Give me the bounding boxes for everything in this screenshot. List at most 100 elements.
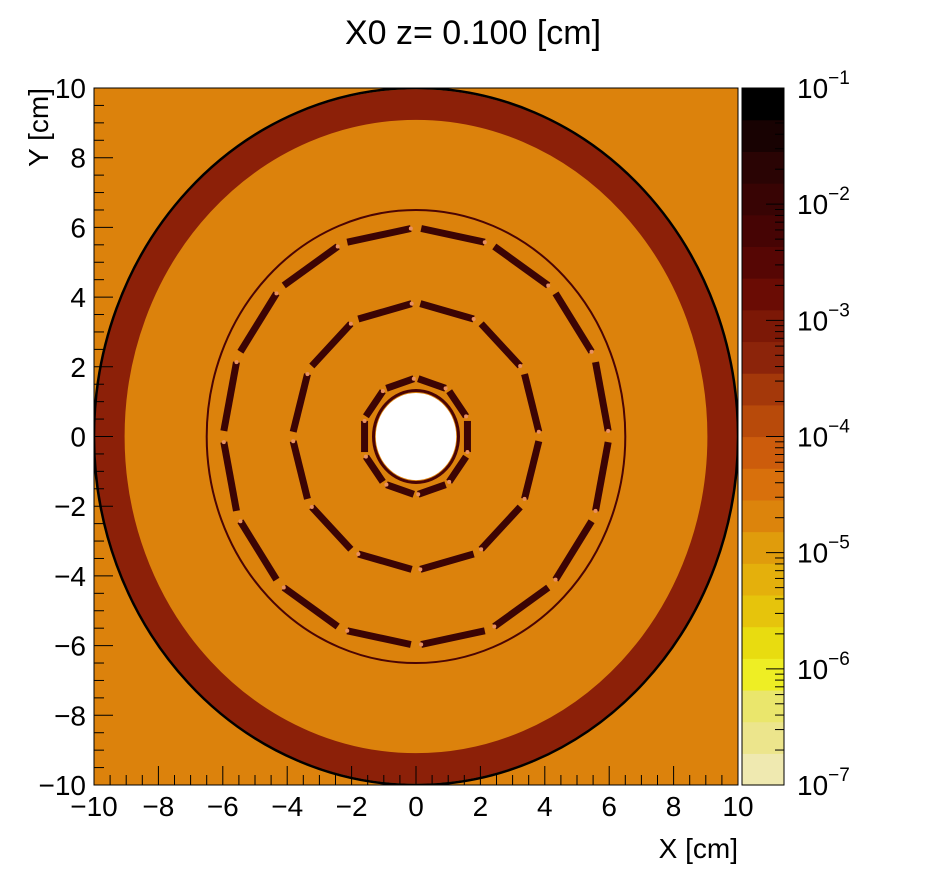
layer-1-stave-end [416,492,421,497]
layer-3-stave-end [335,244,340,249]
x-tick-label: −6 [207,791,239,822]
layer-3-stave [420,225,486,246]
y-tick-label: 10 [55,73,86,104]
layer-2 [289,300,543,573]
colorbar-band [742,499,784,533]
layer-2-stave-end [518,363,523,368]
layer-3 [220,225,612,648]
layer-2-stave-end [471,317,476,322]
layer-3-stave [281,584,340,630]
layer-2-stave [309,504,354,552]
x-tick-label: 0 [408,791,424,822]
colorbar-band [742,404,784,438]
colorbar-band [742,151,784,184]
inner-shell [371,388,461,485]
y-tick-label: −4 [54,561,86,592]
x-tick-label: 6 [601,791,617,822]
y-tick-label: 4 [70,282,86,313]
layer-1-stave [385,375,415,392]
x-tick-label: 2 [473,791,489,822]
colorbar-band [742,531,784,564]
colorbar-tick-label: 10−6 [797,649,850,685]
layer-2-stave [419,300,475,323]
layer-1-stave [363,389,386,419]
x-axis: −10 −8 −6 −4 −2 0 2 4 6 8 10 [70,766,754,822]
layer-1-stave-end [384,482,389,487]
layer-2-stave-end [418,567,423,572]
layer-3-stave [592,441,612,512]
layer-3-stave-end [281,585,286,590]
layer-3-stave [492,584,551,630]
layer-3-stave-end [419,642,424,647]
detector-layers [220,225,612,648]
layer-3-stave [420,627,486,648]
layer-3-stave [346,225,412,246]
layer-3-stave [220,441,240,512]
layer-3-stave [552,291,595,354]
y-tick-label: 2 [70,352,86,383]
layer-2-stave [309,321,354,369]
x-tick-label: 8 [666,791,682,822]
colorbar-tick-label: 10−7 [797,765,850,801]
y-axis: −10 −8 −6 −4 −2 0 2 4 6 8 10 [39,73,113,801]
chart-title: X0 z= 0.100 [cm] [345,14,601,52]
colorbar-band [742,626,784,659]
layer-2-stave [357,300,413,323]
layer-2-stave-end [291,439,296,444]
layer-3-stave-end [345,628,350,633]
y-tick-label: 0 [70,422,86,453]
plot-area [94,88,738,785]
layer-1-stave-end [447,479,452,484]
layer-1-stave [417,375,447,392]
layer-2-stave [478,321,523,369]
layer-1-stave-end [443,386,448,391]
x-tick-label: 10 [722,791,753,822]
colorbar-band [742,689,784,723]
colorbar: 10−7 10−6 10−5 10−4 10−3 10−2 10−1 [741,68,850,801]
colorbar-tick-label: 10−3 [797,300,850,336]
layer-3-stave-end [274,291,279,296]
layer-1-stave-end [465,450,470,455]
layer-3-stave-end [221,440,226,445]
layer-1-stave [446,389,469,419]
layer-2-stave [521,440,543,500]
layer-1-stave [363,454,386,484]
x-tick-label: −8 [142,791,174,822]
layer-2-stave-end [305,372,310,377]
colorbar-tick-label: 10−5 [797,533,850,569]
layer-1-stave-end [362,418,367,423]
layer-1-stave-end [411,376,416,381]
layer-2-stave-end [309,505,314,510]
layer-1-stave [446,454,469,484]
y-tick-label: 8 [70,143,86,174]
colorbar-band [742,341,784,374]
colorbar-band [742,373,784,406]
colorbar-tick-label: 10−4 [797,417,850,453]
layer-2-stave [289,440,311,500]
layer-2-stave-end [356,551,361,556]
layer-1-stave [385,481,415,498]
beampipe-hole [375,392,457,481]
colorbar-tick-label: 10−2 [797,184,850,220]
y-tick-label: 6 [70,212,86,243]
layer-2-stave [521,373,543,433]
layer-3-stave [220,361,240,432]
y-axis-label: Y [cm] [23,88,54,167]
colorbar-band [742,594,784,628]
layer-2-stave-end [536,429,541,434]
layer-1-stave-end [363,454,368,459]
colorbar-band [742,278,784,311]
layer-3-stave [237,519,280,582]
layer-2-stave [419,550,475,573]
layer-3-stave [552,519,595,582]
y-tick-label: −2 [54,491,86,522]
layer-2-stave-end [479,547,484,552]
colorbar-band [742,753,784,786]
layer-2-stave [357,550,413,573]
layer-3-stave [281,243,340,289]
x-tick-label: −4 [271,791,303,822]
layer-2-stave [289,373,311,433]
layer-3-stave [237,291,280,354]
colorbar-band [742,119,784,152]
layer-3-stave-end [234,360,239,365]
